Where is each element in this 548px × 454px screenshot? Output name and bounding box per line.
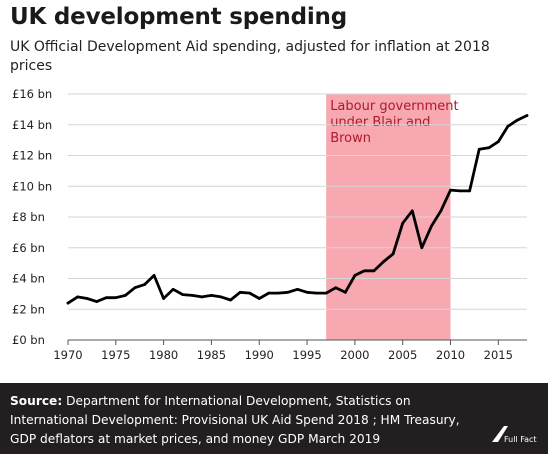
data-point — [391, 252, 395, 256]
data-point — [277, 291, 280, 295]
y-tick-label: £8 bn — [12, 210, 45, 224]
data-point — [248, 291, 251, 295]
data-point — [477, 148, 481, 151]
data-point — [353, 274, 357, 277]
data-point — [439, 209, 443, 213]
chart-subtitle: UK Official Development Aid spending, ad… — [10, 39, 490, 74]
data-point — [95, 300, 98, 303]
data-point — [363, 269, 366, 273]
x-tick-label: 1995 — [292, 348, 321, 362]
x-tick-label: 2005 — [388, 348, 417, 362]
data-point — [219, 295, 223, 299]
x-tick-label: 1985 — [197, 348, 226, 362]
data-point — [171, 287, 175, 291]
y-tick-label: £12 bn — [12, 149, 52, 163]
data-point — [85, 297, 89, 300]
source-text: Department for International Development… — [10, 394, 460, 446]
data-point — [449, 188, 452, 192]
y-tick-label: £4 bn — [12, 272, 45, 286]
x-tick-label: 2010 — [436, 348, 465, 362]
data-point — [430, 224, 433, 228]
data-point — [229, 298, 232, 302]
highlight-label-line: Brown — [330, 131, 371, 146]
data-point — [468, 189, 471, 193]
y-tick-label: £14 bn — [12, 118, 52, 132]
data-point — [315, 291, 318, 295]
data-point — [200, 295, 204, 299]
data-point — [305, 291, 309, 294]
data-point — [401, 221, 404, 225]
data-point — [334, 286, 338, 290]
chart-title: UK development spending — [10, 4, 347, 30]
data-point — [104, 296, 108, 300]
data-point — [238, 291, 242, 294]
data-point — [124, 294, 127, 297]
highlight-label-line: Labour government — [330, 99, 458, 114]
data-point — [133, 286, 137, 290]
data-point — [525, 114, 529, 117]
full-fact-logo-icon: Full Fact — [492, 426, 537, 444]
y-tick-label: £2 bn — [12, 302, 45, 316]
data-point — [114, 296, 118, 300]
x-tick-label: 2015 — [484, 348, 513, 362]
data-point — [516, 118, 519, 122]
data-point — [191, 294, 194, 297]
data-point — [344, 291, 347, 294]
data-point — [257, 297, 261, 300]
data-point — [296, 287, 299, 291]
y-tick-label: £16 bn — [12, 87, 52, 101]
data-point — [152, 274, 156, 277]
x-tick-label: 2000 — [340, 348, 369, 362]
y-tick-label: £6 bn — [12, 241, 45, 255]
data-point — [324, 291, 328, 295]
source-label: Source: — [10, 394, 63, 408]
data-point — [162, 297, 165, 300]
data-point — [506, 124, 510, 128]
data-point — [143, 283, 146, 286]
x-tick-label: 1980 — [149, 348, 178, 362]
data-point — [382, 260, 385, 263]
data-point — [267, 291, 271, 295]
data-point — [372, 269, 376, 273]
highlight-label-line: under Blair and — [330, 115, 430, 130]
x-tick-label: 1970 — [53, 348, 82, 362]
data-point — [76, 295, 79, 299]
data-point — [487, 146, 491, 150]
data-point — [420, 246, 424, 250]
x-tick-label: 1990 — [245, 348, 274, 362]
x-tick-label: 1975 — [101, 348, 130, 362]
y-tick-label: £0 bn — [12, 333, 45, 347]
data-point — [410, 209, 414, 213]
data-point — [66, 301, 70, 305]
logo-text: Full Fact — [504, 435, 537, 444]
data-point — [181, 293, 185, 296]
data-point — [458, 189, 462, 193]
data-point — [210, 294, 213, 297]
y-tick-label: £10 bn — [12, 179, 52, 193]
data-point — [286, 291, 290, 294]
data-point — [497, 140, 500, 143]
series-line — [66, 114, 529, 305]
source-footer: Source: Department for International Dev… — [0, 383, 548, 454]
